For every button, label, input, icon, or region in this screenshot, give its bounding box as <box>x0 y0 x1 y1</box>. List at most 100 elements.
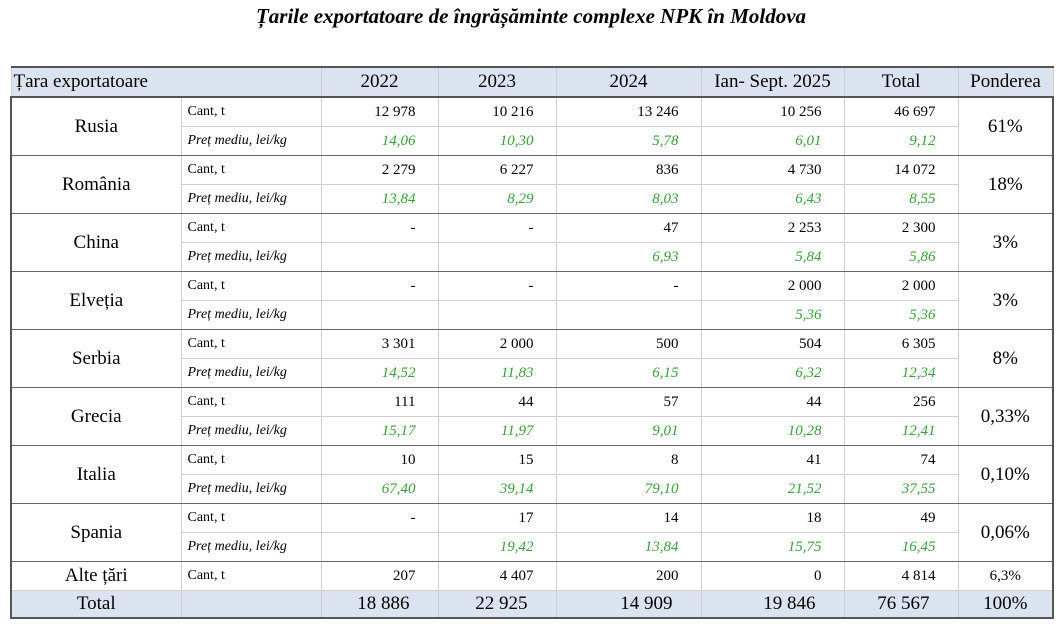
table-cell: 3% <box>957 271 1054 330</box>
table-cell: 6 227 <box>437 155 557 185</box>
table-cell: 14 <box>555 503 702 533</box>
table-cell: 6,15 <box>555 358 702 388</box>
table-cell: Rusia <box>10 96 182 156</box>
table-cell: 6,93 <box>555 242 702 272</box>
table-row: Italia Cant, t 10 15 8 41 74 0,10% <box>10 445 1054 504</box>
table-cell: 46 697 <box>843 96 959 127</box>
table-row: Spania Cant, t -17 14 18 49 0,06% <box>10 503 1054 562</box>
table-cell: 504 <box>700 329 845 359</box>
table-cell: 10 256 <box>700 96 845 127</box>
table-cell: Preț mediu, lei/kg <box>180 358 322 388</box>
table-cell: 0 <box>700 561 845 591</box>
table-cell: 13,84 <box>555 532 702 562</box>
table-cell: Cant, t <box>180 387 322 417</box>
table-cell: 11,97 <box>437 416 557 446</box>
table: Țara exportatoare 2022 2023 2024 Ian- Sept. … <box>10 66 1054 619</box>
table-cell: - <box>320 213 439 243</box>
table-cell: 5,84 <box>700 242 845 272</box>
table-cell: - <box>320 503 439 533</box>
table-cell: 67,40 <box>320 474 439 504</box>
table-cell: 44 <box>437 387 557 417</box>
table-cell: 41 <box>700 445 845 475</box>
table-cell: - <box>555 271 702 301</box>
table-cell: 8,55 <box>843 184 959 214</box>
table-row: Preț mediu, lei/kg 15,17 11,97 9,01 10,28 12,… <box>11 416 1053 446</box>
table-cell: 15 <box>437 445 557 475</box>
table-cell: Cant, t <box>180 96 322 127</box>
table-cell: 5,36 <box>700 300 845 330</box>
table-cell: 76 567 <box>843 590 959 619</box>
table-cell: Total <box>10 590 182 619</box>
table-cell: 6,32 <box>700 358 845 388</box>
table-cell: 5,36 <box>843 300 959 330</box>
table-cell: Cant, t <box>180 329 322 359</box>
table-cell: 19 846 <box>700 590 845 619</box>
table-cell: 22 925 <box>437 590 557 619</box>
table-cell: 49 <box>843 503 959 533</box>
table-cell: China <box>10 213 182 272</box>
table-cell: Cant, t <box>180 445 322 475</box>
table-cell: 4 407 <box>437 561 557 591</box>
table-cell <box>320 300 439 330</box>
table-cell: 500 <box>555 329 702 359</box>
table-cell: 2 300 <box>843 213 959 243</box>
table-row: Țara exportatoare 2022 2023 2024 Ian- Sept. … <box>10 66 1054 98</box>
table-cell: România <box>10 155 182 214</box>
table-cell: - <box>437 271 557 301</box>
table-cell <box>555 300 702 330</box>
table-cell: 18% <box>957 155 1054 214</box>
table-cell: 2022 <box>320 66 439 98</box>
table-row: Preț mediu, lei/kg 5,36 5,36 <box>11 300 1053 330</box>
table-cell: 5,78 <box>555 126 702 156</box>
table-cell: 44 <box>700 387 845 417</box>
table-cell: 10,30 <box>437 126 557 156</box>
table-cell: 3% <box>957 213 1054 272</box>
table-cell: 10,28 <box>700 416 845 446</box>
table-cell <box>437 300 557 330</box>
table-cell: 10 <box>320 445 439 475</box>
table-row: China Cant, t - -47 2 253 2 300 3% <box>10 213 1054 272</box>
table-cell: 14 909 <box>555 590 702 619</box>
table-row: Elveția Cant, t---2 000 2 000 3% <box>10 271 1054 330</box>
table-cell: 21,52 <box>700 474 845 504</box>
table-cell: 4 814 <box>843 561 959 591</box>
table-cell: 74 <box>843 445 959 475</box>
table-cell: Cant, t <box>180 155 322 185</box>
table-cell: 4 730 <box>700 155 845 185</box>
table-row: Rusia Cant, t 12 978 10 216 13 246 10 256 46 6… <box>10 96 1054 156</box>
table-cell: Total <box>843 66 959 98</box>
table-cell: 19,42 <box>437 532 557 562</box>
table-cell: 836 <box>555 155 702 185</box>
table-cell: 39,14 <box>437 474 557 504</box>
table-cell: Alte țări <box>10 561 182 591</box>
table-cell: 2 000 <box>437 329 557 359</box>
table-cell: 14,06 <box>320 126 439 156</box>
table-cell: Italia <box>10 445 182 504</box>
table-cell: 2023 <box>437 66 557 98</box>
table-cell: 256 <box>843 387 959 417</box>
table-cell: 12,41 <box>843 416 959 446</box>
table-cell: 6 305 <box>843 329 959 359</box>
table-cell: 18 <box>700 503 845 533</box>
table-cell: 13,84 <box>320 184 439 214</box>
table-cell: 15,75 <box>700 532 845 562</box>
table-cell: 100% <box>957 590 1054 619</box>
table-cell: 57 <box>555 387 702 417</box>
table-cell: 2 253 <box>700 213 845 243</box>
table-row: Preț mediu, lei/kg 14,06 10,30 5,78 6,01 9,12 <box>11 126 1053 156</box>
table-cell: Spania <box>10 503 182 562</box>
table-row: Alte țări Cant, t 207 4 407 200 0 4 814 6,3% <box>10 561 1054 591</box>
table-cell: 0,10% <box>957 445 1054 504</box>
table-cell: 200 <box>555 561 702 591</box>
table-row: Total 18 886 22 925 14 909 19 846 76 567 100% <box>10 590 1054 619</box>
table-cell: 9,01 <box>555 416 702 446</box>
table-cell: 8% <box>957 329 1054 388</box>
table-cell: 2024 <box>555 66 702 98</box>
table-cell: 2 279 <box>320 155 439 185</box>
title: Țarile exportatoare de îngrășăminte comp… <box>255 4 807 28</box>
table-cell: 8,03 <box>555 184 702 214</box>
table-cell: 13 246 <box>555 96 702 127</box>
table-cell <box>320 242 439 272</box>
table-cell: 14 072 <box>843 155 959 185</box>
